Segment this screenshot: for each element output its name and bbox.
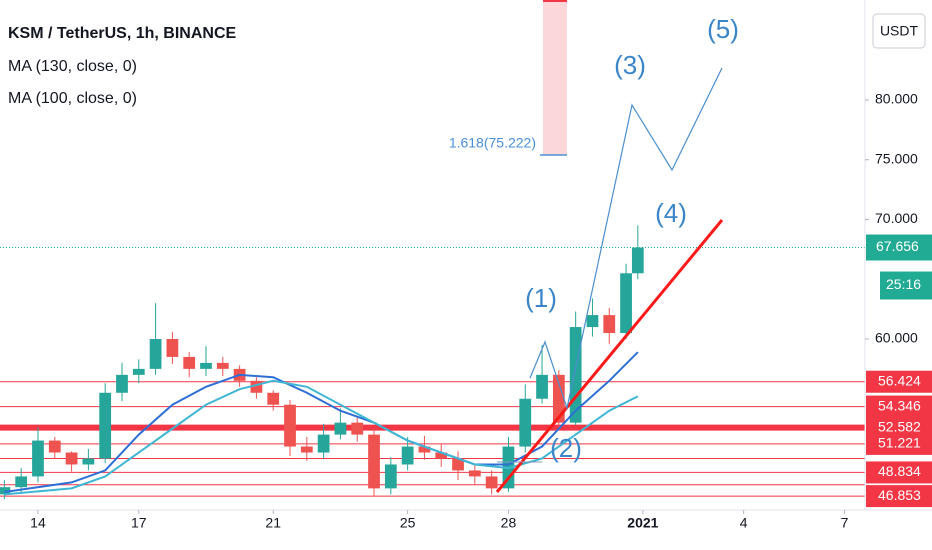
candle-body: [603, 315, 616, 334]
x-tick-label: 28: [501, 515, 517, 531]
candle-body: [132, 368, 145, 375]
candle-body: [620, 273, 632, 334]
candle-body: [183, 356, 196, 369]
x-tick-label: 17: [131, 515, 147, 531]
level-tag: [866, 461, 932, 484]
axes: 60.000 70.000 75.000 80.000 14 17 21 25 28 2021 4 7…: [30, 91, 932, 531]
ma-line: [4, 379, 639, 496]
candle-body: [418, 446, 431, 453]
candle-body: [99, 392, 112, 459]
level-tag-label: 48.834: [878, 463, 921, 479]
candle-body: [82, 458, 95, 465]
wave-labels: (1) (2) (3) (4) (5): [525, 14, 739, 463]
y-tick-label: 75.000: [875, 150, 918, 166]
y-tick-label: 60.000: [875, 330, 918, 346]
level-tag-label: 52.582: [878, 418, 921, 434]
trend-line: [495, 219, 724, 493]
candle-body: [166, 339, 179, 357]
candle-body: [536, 374, 548, 399]
fib-box: [543, 0, 567, 155]
candle-body: [300, 446, 313, 453]
candle-body: [267, 392, 280, 405]
level-tag: [866, 432, 932, 455]
legend-entry: MA (100, close, 0): [8, 90, 137, 107]
level-tag-label: 51.221: [878, 435, 921, 451]
y-tick-label: 80.000: [875, 91, 918, 107]
candle-body: [149, 339, 162, 369]
symbol-title: KSM / TetherUS, 1h, BINANCE: [8, 25, 237, 42]
wave-label: (5): [707, 14, 739, 44]
x-tick-label: 14: [30, 515, 46, 531]
candle-body: [569, 327, 582, 423]
candle-body: [586, 315, 599, 328]
candle-body: [468, 470, 481, 477]
plot-area: [0, 225, 865, 500]
last-price-label: 67.656: [876, 238, 919, 254]
legend-entry: MA (130, close, 0): [8, 58, 137, 75]
candle-body: [519, 398, 532, 447]
candle-body: [401, 446, 414, 465]
candle-body: [631, 247, 644, 274]
candle-body: [485, 476, 498, 489]
candle-body: [351, 422, 364, 435]
countdown-tag: [880, 271, 932, 300]
currency-label: USDT: [880, 23, 919, 39]
wave-label: (4): [655, 198, 687, 228]
ma-line: [4, 351, 639, 493]
wave-label: (3): [614, 50, 646, 80]
candle-body: [65, 452, 78, 465]
x-tick-label: 4: [740, 515, 748, 531]
countdown-label: 25:16: [886, 276, 921, 292]
candle-body: [32, 440, 44, 477]
candle-body: [435, 452, 448, 459]
level-tag: [866, 395, 932, 418]
candle-body: [368, 434, 380, 489]
candle-body: [48, 440, 61, 453]
wave-path: [529, 67, 723, 411]
y-tick-label: 70.000: [875, 210, 918, 226]
level-tag-label: 54.346: [878, 397, 921, 413]
candle-body: [334, 422, 347, 435]
x-tick-label: 2021: [627, 515, 658, 531]
candle-body: [116, 374, 128, 393]
level-tag-label: 46.853: [878, 487, 921, 503]
candle-body: [384, 464, 397, 489]
currency-button[interactable]: [872, 13, 926, 49]
wave-label: (2): [550, 433, 582, 463]
level-tag: [866, 370, 932, 393]
candle-body: [452, 458, 464, 471]
candle-body: [552, 374, 565, 423]
x-tick-label: 25: [400, 515, 416, 531]
candle-body: [200, 362, 212, 369]
wave-label: (1): [525, 283, 557, 313]
candle-body: [250, 380, 263, 393]
level-tag: [866, 485, 932, 508]
candle-body: [0, 487, 11, 495]
x-tick-label: 21: [265, 515, 281, 531]
candle-body: [317, 434, 330, 453]
candle-body: [216, 362, 229, 369]
candle-body: [284, 404, 296, 447]
level-tag-label: 56.424: [878, 372, 921, 388]
last-price-tag: [866, 234, 932, 261]
x-tick-label: 7: [841, 515, 849, 531]
fib-label: 1.618(75.222): [449, 135, 536, 151]
candle-body: [15, 476, 28, 488]
